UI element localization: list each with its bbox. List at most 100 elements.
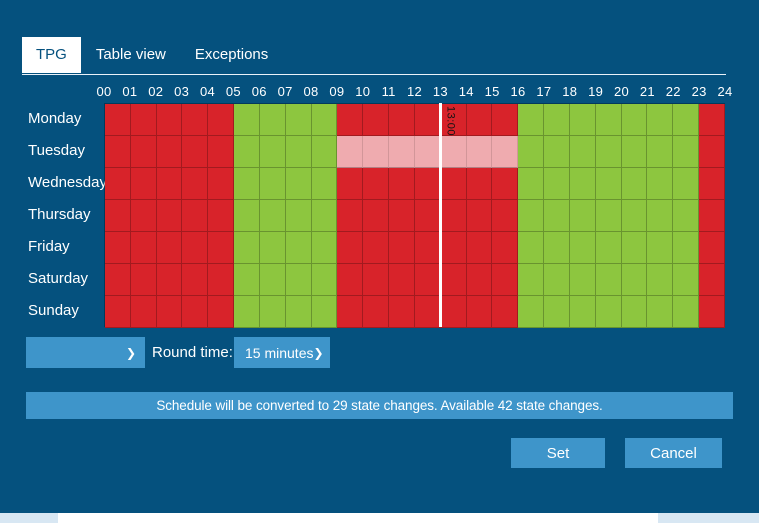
schedule-cell[interactable] bbox=[311, 168, 338, 200]
schedule-cell[interactable] bbox=[466, 296, 493, 328]
schedule-cell[interactable] bbox=[699, 168, 725, 200]
schedule-cell[interactable] bbox=[647, 232, 674, 264]
schedule-cell[interactable] bbox=[156, 168, 183, 200]
schedule-cell[interactable] bbox=[130, 296, 157, 328]
schedule-cell[interactable] bbox=[647, 200, 674, 232]
schedule-cell[interactable] bbox=[208, 200, 235, 232]
schedule-cell[interactable] bbox=[544, 264, 570, 296]
schedule-cell[interactable] bbox=[337, 296, 364, 328]
schedule-cell[interactable] bbox=[647, 264, 674, 296]
schedule-cell[interactable] bbox=[389, 136, 415, 168]
schedule-cell[interactable] bbox=[595, 264, 622, 296]
schedule-cell[interactable] bbox=[414, 104, 441, 136]
schedule-cell[interactable] bbox=[673, 168, 700, 200]
schedule-cell[interactable] bbox=[156, 136, 183, 168]
schedule-cell[interactable] bbox=[595, 104, 622, 136]
set-button[interactable]: Set bbox=[511, 438, 605, 468]
schedule-cell[interactable] bbox=[259, 296, 286, 328]
schedule-cell[interactable] bbox=[363, 296, 390, 328]
schedule-cell[interactable] bbox=[621, 200, 648, 232]
schedule-cell[interactable] bbox=[569, 136, 596, 168]
schedule-cell[interactable] bbox=[440, 200, 467, 232]
schedule-cell[interactable] bbox=[234, 136, 260, 168]
schedule-cell[interactable] bbox=[311, 104, 338, 136]
schedule-cell[interactable] bbox=[105, 168, 131, 200]
schedule-cell[interactable] bbox=[156, 232, 183, 264]
schedule-cell[interactable] bbox=[518, 168, 545, 200]
schedule-cell[interactable] bbox=[569, 104, 596, 136]
schedule-cell[interactable] bbox=[414, 264, 441, 296]
schedule-cell[interactable] bbox=[569, 200, 596, 232]
schedule-cell[interactable] bbox=[647, 168, 674, 200]
schedule-cell[interactable] bbox=[673, 104, 700, 136]
schedule-cell[interactable] bbox=[492, 136, 519, 168]
schedule-cell[interactable] bbox=[182, 104, 209, 136]
schedule-cell[interactable] bbox=[311, 264, 338, 296]
schedule-cell[interactable] bbox=[544, 200, 570, 232]
schedule-cell[interactable] bbox=[208, 104, 235, 136]
schedule-cell[interactable] bbox=[130, 136, 157, 168]
schedule-cell[interactable] bbox=[389, 296, 415, 328]
schedule-cell[interactable] bbox=[699, 232, 725, 264]
schedule-cell[interactable] bbox=[337, 136, 364, 168]
schedule-cell[interactable] bbox=[492, 168, 519, 200]
horizontal-scrollbar-thumb[interactable] bbox=[58, 513, 658, 523]
schedule-cell[interactable] bbox=[621, 104, 648, 136]
schedule-cell[interactable] bbox=[259, 264, 286, 296]
schedule-cell[interactable] bbox=[105, 264, 131, 296]
schedule-cell[interactable] bbox=[414, 168, 441, 200]
schedule-cell[interactable] bbox=[492, 264, 519, 296]
schedule-cell[interactable] bbox=[259, 200, 286, 232]
schedule-cell[interactable] bbox=[544, 136, 570, 168]
schedule-cell[interactable] bbox=[363, 136, 390, 168]
schedule-cell[interactable] bbox=[234, 104, 260, 136]
schedule-cell[interactable] bbox=[130, 232, 157, 264]
schedule-cell[interactable] bbox=[208, 168, 235, 200]
schedule-cell[interactable] bbox=[466, 200, 493, 232]
schedule-cell[interactable] bbox=[156, 296, 183, 328]
schedule-cell[interactable] bbox=[621, 136, 648, 168]
schedule-cell[interactable] bbox=[182, 232, 209, 264]
schedule-cell[interactable] bbox=[492, 104, 519, 136]
schedule-cell[interactable] bbox=[363, 200, 390, 232]
schedule-cell[interactable] bbox=[311, 296, 338, 328]
state-dropdown[interactable]: ❯ bbox=[26, 337, 145, 368]
schedule-cell[interactable] bbox=[337, 232, 364, 264]
schedule-cell[interactable] bbox=[699, 136, 725, 168]
schedule-cell[interactable] bbox=[311, 136, 338, 168]
schedule-cell[interactable] bbox=[389, 232, 415, 264]
schedule-cell[interactable] bbox=[389, 264, 415, 296]
schedule-cell[interactable] bbox=[105, 200, 131, 232]
schedule-cell[interactable] bbox=[518, 104, 545, 136]
schedule-cell[interactable] bbox=[285, 104, 312, 136]
schedule-cell[interactable] bbox=[182, 168, 209, 200]
schedule-cell[interactable] bbox=[311, 200, 338, 232]
schedule-cell[interactable] bbox=[311, 232, 338, 264]
schedule-cell[interactable] bbox=[440, 296, 467, 328]
schedule-cell[interactable] bbox=[337, 264, 364, 296]
schedule-cell[interactable] bbox=[182, 296, 209, 328]
tab-exceptions[interactable]: Exceptions bbox=[194, 46, 269, 63]
tab-table-view[interactable]: Table view bbox=[95, 46, 166, 63]
schedule-cell[interactable] bbox=[673, 200, 700, 232]
schedule-cell[interactable] bbox=[466, 264, 493, 296]
schedule-cell[interactable] bbox=[569, 264, 596, 296]
schedule-cell[interactable] bbox=[105, 232, 131, 264]
schedule-cell[interactable] bbox=[285, 232, 312, 264]
schedule-cell[interactable] bbox=[492, 296, 519, 328]
schedule-cell[interactable] bbox=[285, 200, 312, 232]
tab-tpg[interactable]: TPG bbox=[22, 37, 81, 73]
schedule-cell[interactable] bbox=[208, 296, 235, 328]
horizontal-scrollbar[interactable] bbox=[0, 513, 759, 523]
schedule-cell[interactable] bbox=[647, 136, 674, 168]
schedule-cell[interactable] bbox=[156, 264, 183, 296]
schedule-cell[interactable] bbox=[130, 104, 157, 136]
schedule-cell[interactable] bbox=[363, 104, 390, 136]
schedule-cell[interactable] bbox=[389, 200, 415, 232]
schedule-cell[interactable] bbox=[414, 136, 441, 168]
schedule-cell[interactable] bbox=[699, 296, 725, 328]
schedule-cell[interactable] bbox=[259, 232, 286, 264]
schedule-cell[interactable] bbox=[105, 136, 131, 168]
schedule-cell[interactable] bbox=[569, 296, 596, 328]
schedule-cell[interactable] bbox=[182, 136, 209, 168]
